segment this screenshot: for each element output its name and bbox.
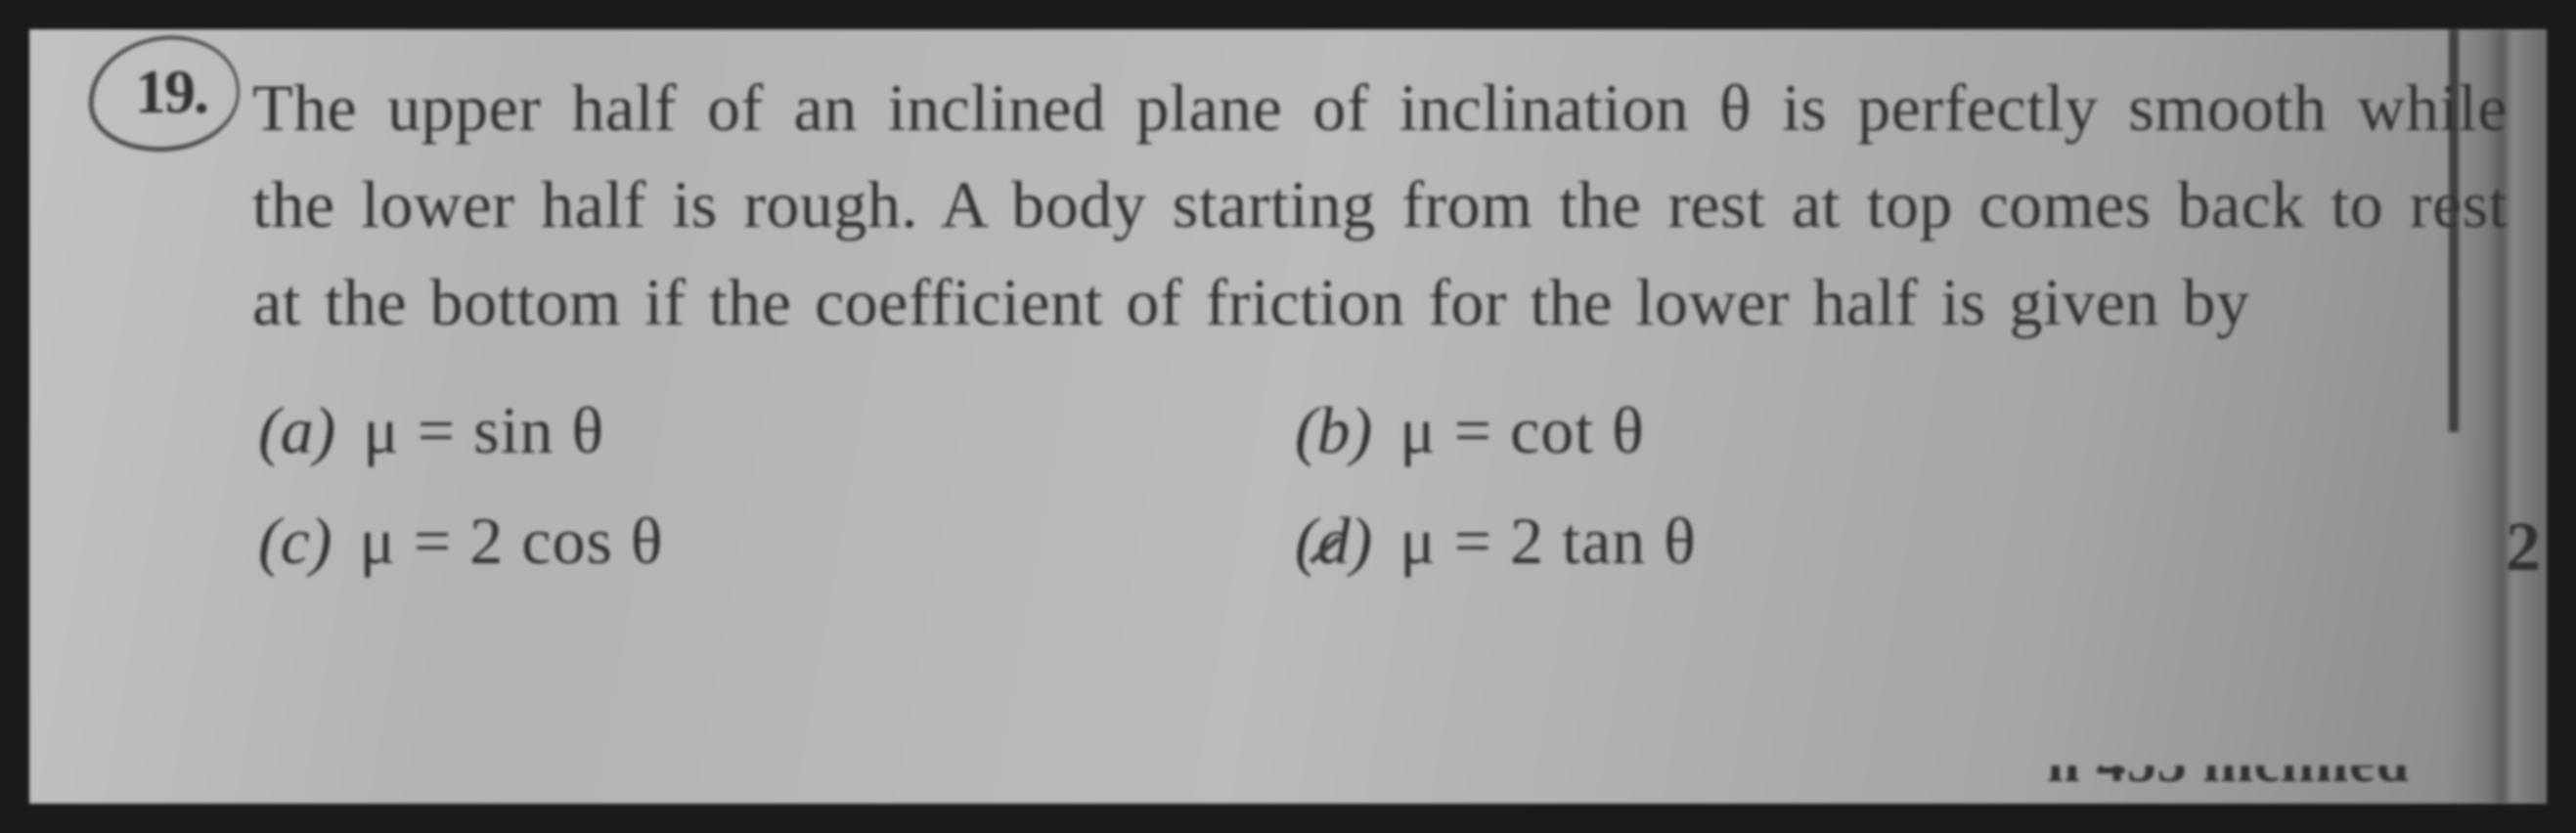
cutoff-bottom-text: h 453 inclined: [2047, 728, 2410, 796]
question-number: 19.: [135, 56, 207, 128]
scanned-page: 19. The upper half of an inclined plane …: [29, 29, 2547, 804]
options-grid: (a) μ = sin θ (b) μ = cot θ (c) μ = 2 co…: [252, 392, 2508, 580]
option-d: (d) μ = 2 tan θ: [1295, 503, 2234, 580]
option-d-value: μ = 2 tan θ: [1399, 503, 1696, 580]
option-c-value: μ = 2 cos θ: [359, 503, 663, 580]
option-b-label: (b): [1295, 392, 1372, 469]
option-c: (c) μ = 2 cos θ: [258, 503, 1197, 580]
question-block: 19. The upper half of an inclined plane …: [117, 54, 2508, 580]
cutoff-right-char: 2: [2506, 506, 2541, 588]
option-a: (a) μ = sin θ: [258, 392, 1197, 469]
option-a-label: (a): [258, 392, 335, 469]
question-content: The upper half of an inclined plane of i…: [252, 54, 2508, 580]
question-number-container: 19.: [117, 54, 235, 171]
option-c-label: (c): [258, 503, 332, 580]
option-b: (b) μ = cot θ: [1295, 392, 2234, 469]
option-d-label: (d): [1295, 503, 1372, 580]
option-a-value: μ = sin θ: [363, 392, 604, 469]
option-b-value: μ = cot θ: [1399, 392, 1644, 469]
question-text: The upper half of an inclined plane of i…: [252, 60, 2508, 351]
